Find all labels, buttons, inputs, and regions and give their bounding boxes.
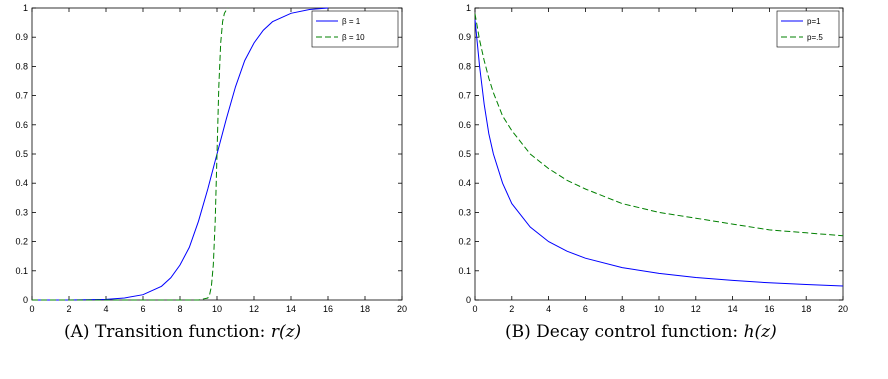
x-tick-label: 2 bbox=[66, 304, 71, 314]
y-tick-label: 0 bbox=[466, 295, 471, 305]
caption-b-formula: h(z) bbox=[743, 322, 777, 342]
caption-a-mark: (A) bbox=[64, 322, 90, 342]
series-line-2 bbox=[32, 7, 229, 301]
caption-b-text: Decay control function: bbox=[536, 322, 739, 342]
x-tick-label: 2 bbox=[509, 304, 514, 314]
x-tick-label: 4 bbox=[546, 304, 551, 314]
y-tick-label: 0.1 bbox=[458, 266, 471, 276]
y-tick-label: 0.2 bbox=[458, 237, 471, 247]
x-tick-label: 0 bbox=[29, 304, 34, 314]
caption-b: (B) Decay control function: h(z) bbox=[505, 322, 777, 342]
legend-label-2: p=.5 bbox=[807, 33, 823, 42]
y-tick-label: 0.1 bbox=[15, 266, 28, 276]
y-tick-label: 0.3 bbox=[458, 207, 471, 217]
y-tick-label: 1 bbox=[23, 3, 28, 13]
x-tick-label: 10 bbox=[654, 304, 664, 314]
y-tick-label: 0.4 bbox=[458, 178, 471, 188]
y-tick-label: 0.7 bbox=[15, 91, 28, 101]
x-tick-label: 8 bbox=[620, 304, 625, 314]
caption-a: (A) Transition function: r(z) bbox=[64, 322, 301, 342]
x-tick-label: 4 bbox=[103, 304, 108, 314]
legend-a: β = 1 β = 10 bbox=[311, 10, 399, 48]
plot-area-b bbox=[474, 7, 844, 301]
y-tick-label: 0.5 bbox=[15, 149, 28, 159]
x-tick-label: 16 bbox=[323, 304, 333, 314]
y-tick-label: 0.7 bbox=[458, 91, 471, 101]
legend-box bbox=[776, 10, 840, 48]
y-tick-label: 0.5 bbox=[458, 149, 471, 159]
y-tick-label: 0.9 bbox=[15, 32, 28, 42]
x-tick-label: 12 bbox=[249, 304, 259, 314]
y-tick-label: 0.2 bbox=[15, 237, 28, 247]
x-tick-label: 0 bbox=[472, 304, 477, 314]
legend-b: p=1 p=.5 bbox=[776, 10, 840, 48]
legend-label-2: β = 10 bbox=[342, 33, 365, 42]
caption-a-text: Transition function: bbox=[94, 322, 266, 342]
x-tick-label: 6 bbox=[583, 304, 588, 314]
x-tick-label: 20 bbox=[397, 304, 407, 314]
y-tick-label: 1 bbox=[466, 3, 471, 13]
y-tick-label: 0.9 bbox=[458, 32, 471, 42]
y-tick-label: 0.8 bbox=[458, 61, 471, 71]
y-tick-label: 0.6 bbox=[458, 120, 471, 130]
legend-box bbox=[311, 10, 399, 48]
series-line-1 bbox=[474, 19, 844, 287]
x-tick-label: 6 bbox=[140, 304, 145, 314]
y-tick-label: 0.8 bbox=[15, 61, 28, 71]
x-tick-label: 18 bbox=[360, 304, 370, 314]
y-tick-label: 0.6 bbox=[15, 120, 28, 130]
y-tick-label: 0 bbox=[23, 295, 28, 305]
x-tick-label: 14 bbox=[728, 304, 738, 314]
chart-b: 0 2 4 6 8 10 12 14 16 18 20 0 0.1 0.2 0.3 0.4 0.5 0.6 0.7 0… bbox=[458, 3, 848, 314]
x-tick-label: 14 bbox=[286, 304, 296, 314]
legend-label-1: β = 1 bbox=[342, 17, 361, 26]
y-tick-label: 0.3 bbox=[15, 207, 28, 217]
legend-label-1: p=1 bbox=[807, 17, 821, 26]
caption-b-mark: (B) bbox=[505, 322, 531, 342]
x-tick-label: 20 bbox=[838, 304, 848, 314]
x-tick-label: 10 bbox=[212, 304, 222, 314]
x-tick-label: 8 bbox=[177, 304, 182, 314]
caption-a-formula: r(z) bbox=[270, 322, 302, 342]
x-tick-label: 16 bbox=[764, 304, 774, 314]
series-line-1 bbox=[32, 7, 329, 301]
x-tick-label: 18 bbox=[801, 304, 811, 314]
y-tick-label: 0.4 bbox=[15, 178, 28, 188]
chart-a: 0 2 4 6 8 10 12 14 16 18 20 0 0.1 0.2 0.3 0.4 0.5 0.6 0.7 0… bbox=[15, 3, 407, 314]
x-tick-label: 12 bbox=[691, 304, 701, 314]
